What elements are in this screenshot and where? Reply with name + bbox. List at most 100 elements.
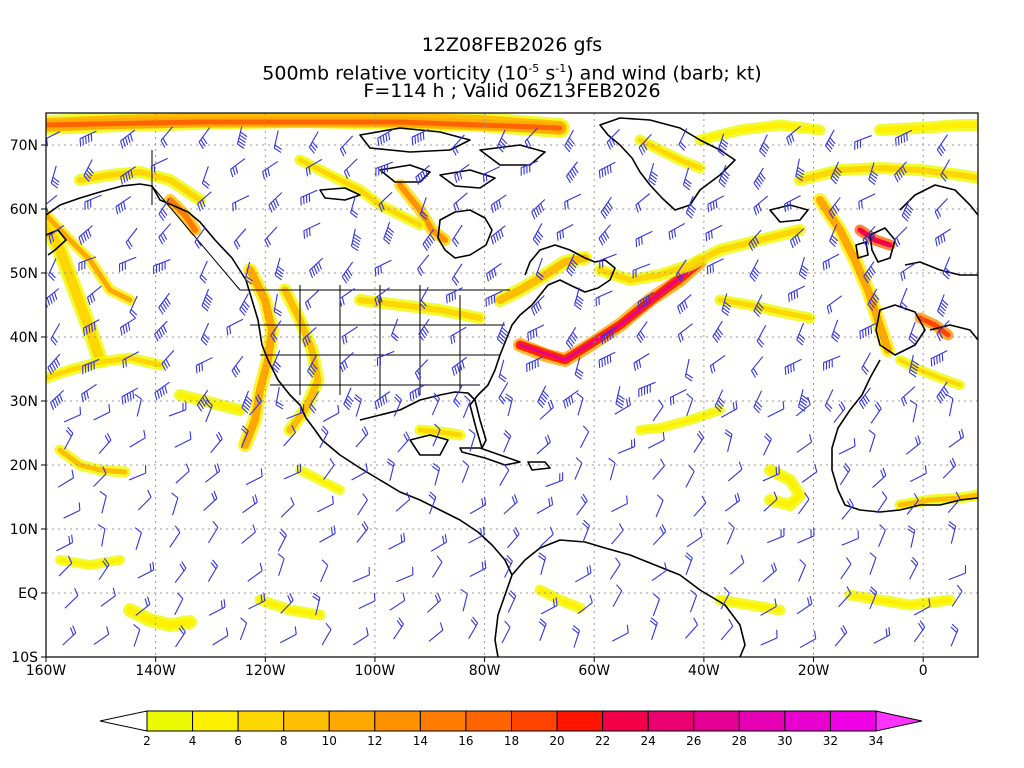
- wind-barb: [576, 493, 588, 516]
- vorticity-band: [297, 157, 423, 228]
- wind-barb: [651, 562, 668, 582]
- wind-barb: [693, 495, 707, 517]
- wind-barb: [485, 290, 503, 307]
- wind-barb: [870, 401, 882, 424]
- wind-barb: [784, 358, 802, 376]
- wind-barb: [239, 293, 250, 316]
- wind-barb: [612, 584, 623, 607]
- wind-barb: [822, 253, 840, 271]
- wind-barb: [507, 590, 517, 613]
- wind-barb: [249, 394, 262, 416]
- wind-barb: [565, 327, 579, 350]
- wind-barb: [393, 617, 404, 640]
- vorticity-band: [917, 315, 951, 338]
- vorticity-band: [46, 212, 133, 303]
- wind-barb: [422, 229, 435, 252]
- wind-barb: [64, 588, 79, 609]
- wind-barb: [682, 167, 692, 191]
- wind-barb: [150, 157, 168, 174]
- wind-barb: [801, 463, 818, 483]
- wind-barb: [499, 463, 510, 486]
- wind-barb: [574, 457, 583, 480]
- vorticity-band: [717, 297, 813, 321]
- vorticity-band: [857, 227, 893, 248]
- wind-barb: [706, 258, 724, 275]
- wind-barb: [647, 431, 665, 449]
- wind-barb: [309, 257, 324, 279]
- wind-barb: [120, 166, 136, 185]
- wind-barb: [829, 224, 839, 248]
- colorbar-swatch: [602, 710, 649, 732]
- wind-barb: [950, 623, 959, 647]
- wind-barb: [307, 355, 318, 378]
- wind-barb: [649, 617, 658, 641]
- wind-barb: [684, 552, 693, 575]
- wind-barb: [841, 530, 859, 546]
- wind-barb: [231, 355, 244, 378]
- wind-barb: [431, 462, 441, 486]
- wind-barb: [614, 397, 631, 415]
- wind-barb: [58, 555, 73, 577]
- wind-barb: [527, 324, 545, 341]
- wind-barb: [490, 225, 506, 245]
- wind-barb: [48, 224, 65, 244]
- wind-barb: [652, 399, 664, 422]
- wind-barb: [564, 193, 582, 210]
- wind-barb: [341, 326, 358, 345]
- wind-barb: [226, 318, 244, 336]
- lat-tick-label: 30N: [10, 394, 38, 410]
- wind-barb: [712, 320, 724, 343]
- wind-barb: [264, 226, 278, 248]
- wind-barb: [339, 352, 354, 373]
- wind-barb: [705, 224, 723, 242]
- wind-barb: [212, 627, 229, 646]
- wind-barb: [469, 560, 487, 578]
- wind-barb: [93, 403, 111, 421]
- wind-barb: [419, 197, 428, 220]
- wind-barb: [840, 557, 852, 580]
- wind-barb: [78, 256, 97, 272]
- wind-barb: [201, 166, 210, 189]
- wind-barb: [726, 521, 735, 545]
- wind-barb: [797, 492, 810, 515]
- wind-barb: [409, 383, 426, 401]
- wind-barb: [490, 194, 507, 213]
- lon-tick-label: 80W: [469, 663, 501, 679]
- wind-barb: [431, 392, 441, 416]
- wind-barb: [869, 552, 877, 575]
- lon-tick-label: 140W: [135, 663, 176, 679]
- longitude-ticks: 160W 140W 120W 100W 80W 60W 40W 20W 0: [26, 657, 928, 679]
- wind-barb: [377, 128, 394, 147]
- wind-barb: [784, 195, 801, 212]
- vorticity-band: [767, 467, 803, 508]
- wind-barb: [248, 592, 266, 610]
- lon-tick-label: 0: [919, 663, 928, 679]
- colorbar-label: 30: [777, 734, 792, 748]
- wind-barb: [308, 391, 320, 414]
- wind-barb: [125, 227, 138, 250]
- wind-barb: [727, 461, 743, 482]
- colorbar-label: 4: [189, 734, 197, 748]
- wind-barb: [453, 192, 468, 213]
- wind-barb: [84, 194, 102, 210]
- lat-tick-label: 70N: [10, 138, 38, 154]
- wind-barb: [115, 196, 132, 215]
- wind-barb: [204, 399, 213, 423]
- colorbar-swatch: [237, 710, 285, 732]
- colorbar-label: 22: [595, 734, 610, 748]
- wind-barb: [789, 228, 805, 249]
- vorticity-band: [58, 558, 122, 567]
- wind-barb: [262, 161, 278, 180]
- wind-barb: [759, 134, 770, 158]
- wind-barb: [503, 494, 518, 515]
- wind-barb: [685, 195, 697, 219]
- wind-barb: [724, 429, 733, 452]
- vorticity-band: [417, 427, 463, 438]
- wind-barb: [638, 381, 656, 398]
- wind-barb: [277, 528, 288, 552]
- lon-tick-label: 40W: [688, 663, 720, 679]
- wind-barb: [454, 163, 470, 183]
- title-text: ) and wind (barb; kt): [566, 62, 762, 85]
- wind-barb: [158, 198, 170, 221]
- wind-barb: [535, 257, 544, 281]
